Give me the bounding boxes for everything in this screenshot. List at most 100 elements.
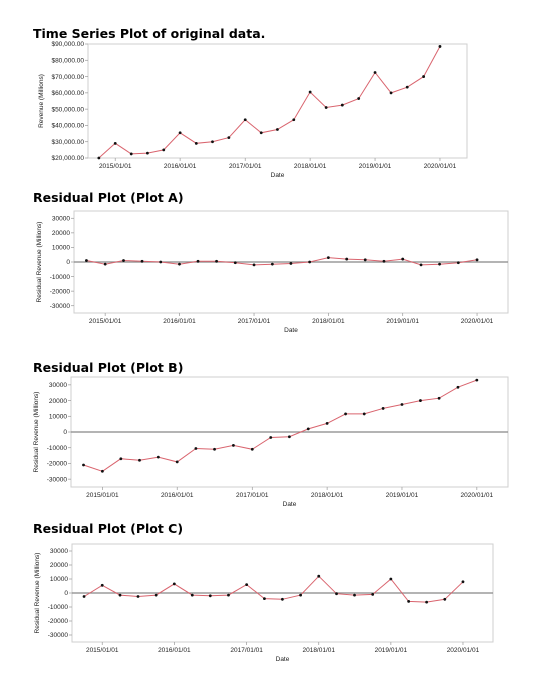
data-point: [389, 577, 393, 581]
data-point: [292, 118, 296, 122]
data-point: [119, 457, 123, 461]
data-point: [227, 593, 230, 597]
data-point: [100, 583, 104, 587]
data-point: [340, 103, 344, 107]
y-tick-label: 10000: [52, 245, 70, 252]
data-point: [401, 257, 405, 261]
data-point: [252, 263, 256, 267]
data-point: [371, 593, 375, 596]
data-point: [362, 412, 366, 416]
chart-panel-plot-a: Residual Plot (Plot A) -30000 -20000 -1000…: [0, 185, 540, 350]
data-point: [82, 595, 86, 598]
data-point: [325, 421, 329, 425]
data-point: [263, 597, 266, 600]
data-point: [196, 259, 200, 263]
data-point: [146, 151, 149, 155]
data-point: [281, 597, 284, 601]
data-point: [438, 262, 441, 266]
x-tick-label: 2017/01/01: [230, 647, 263, 654]
data-point: [475, 258, 479, 262]
x-axis-label: Date: [271, 172, 285, 179]
x-tick-label: 2017/01/01: [229, 163, 262, 170]
data-point: [178, 131, 182, 135]
data-point: [85, 259, 88, 262]
y-tick-label: 20000: [50, 562, 68, 569]
series-line: [86, 257, 478, 266]
x-tick-label: 2016/01/01: [164, 163, 197, 170]
y-tick-label: -30000: [47, 476, 68, 483]
data-point: [122, 259, 125, 262]
data-point: [363, 258, 367, 262]
data-point: [405, 85, 409, 89]
data-point: [194, 141, 198, 145]
y-tick-label: 20000: [52, 230, 70, 237]
data-point: [317, 574, 321, 578]
chart-residual-plot-a: -30000 -20000 -10000 0 10000 20000 30000 2015/0…: [36, 210, 509, 334]
y-tick-label: -20000: [50, 288, 71, 295]
data-point: [287, 435, 291, 439]
data-point: [419, 263, 423, 267]
y-tick-label: 0: [64, 590, 68, 597]
chart-panel-original: Time Series Plot of original data. $20,0…: [0, 0, 540, 185]
x-tick-label: 2015/01/01: [89, 318, 122, 325]
data-point: [162, 148, 166, 152]
chart-title: Residual Plot (Plot B): [33, 360, 184, 375]
data-point: [456, 385, 460, 389]
x-axis-label: Date: [283, 501, 297, 508]
data-point: [103, 262, 107, 266]
data-point: [419, 399, 422, 402]
data-point: [400, 403, 404, 406]
data-point: [250, 447, 254, 451]
y-tick-label: $20,000.00: [51, 155, 84, 162]
data-point: [345, 257, 349, 261]
data-point: [245, 583, 249, 586]
y-axis-label: Residual Revenue (Millions): [33, 392, 40, 473]
y-tick-label: 10000: [50, 576, 68, 583]
data-point: [213, 447, 216, 451]
plot-frame: [87, 43, 468, 159]
data-point: [326, 256, 330, 260]
data-point: [308, 260, 312, 264]
chart-title: Time Series Plot of original data.: [33, 26, 266, 41]
y-tick-label: 30000: [49, 382, 67, 389]
y-axis-label: Residual Revenue (Millions): [34, 553, 41, 634]
x-tick-label: 2016/01/01: [163, 318, 196, 325]
data-point: [97, 156, 101, 160]
data-point: [335, 592, 338, 596]
x-tick-label: 2019/01/01: [386, 318, 419, 325]
y-tick-label: $40,000.00: [51, 123, 84, 130]
series-line: [98, 46, 441, 159]
data-point: [407, 600, 411, 603]
y-tick-label: -30000: [50, 303, 71, 310]
x-tick-label: 2016/01/01: [161, 492, 194, 499]
data-point: [175, 460, 179, 464]
x-tick-label: 2019/01/01: [386, 492, 419, 499]
x-tick-label: 2019/01/01: [375, 647, 408, 654]
data-point: [215, 259, 218, 263]
data-point: [456, 261, 460, 265]
data-point: [227, 136, 231, 140]
x-tick-label: 2017/01/01: [238, 318, 271, 325]
data-point: [461, 580, 465, 584]
chart-residual-plot-c: -30000 -20000 -10000 0 10000 20000 30000 2015/0…: [34, 543, 494, 663]
chart-title: Residual Plot (Plot C): [33, 521, 184, 536]
y-axis-label: Revenue (Millions): [38, 74, 45, 128]
chart-original-timeseries: $20,000.00 $30,000.00 $40,000.00 $50,000.00…: [38, 41, 468, 179]
x-tick-label: 2020/01/01: [461, 492, 494, 499]
data-point: [324, 106, 328, 109]
x-tick-label: 2020/01/01: [424, 163, 457, 170]
y-tick-label: 20000: [49, 398, 67, 405]
x-tick-label: 2018/01/01: [302, 647, 335, 654]
data-point: [259, 131, 263, 135]
data-point: [437, 396, 441, 400]
data-point: [276, 128, 279, 131]
data-point: [299, 593, 302, 597]
y-tick-label: 0: [66, 259, 70, 266]
x-tick-label: 2018/01/01: [294, 163, 327, 170]
data-point: [270, 262, 274, 266]
data-point: [382, 259, 386, 263]
x-axis-label: Date: [276, 656, 290, 663]
data-point: [118, 593, 122, 597]
data-point: [269, 436, 273, 439]
data-point: [389, 91, 393, 95]
